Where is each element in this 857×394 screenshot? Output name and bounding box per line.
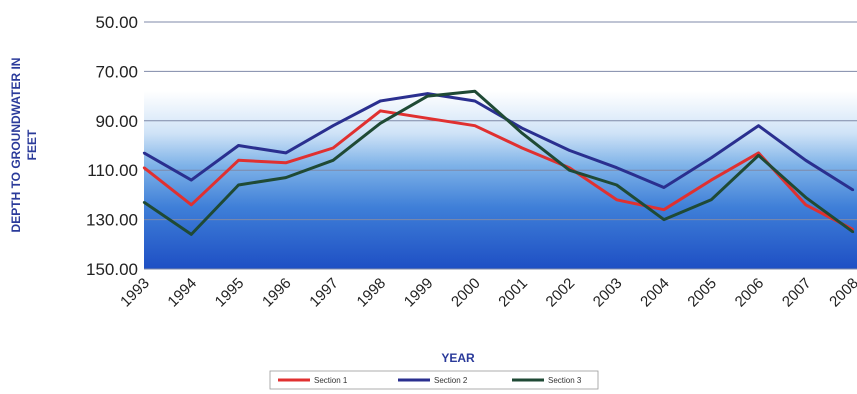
series-2-point: [568, 149, 571, 152]
series-3-point: [568, 169, 571, 172]
series-1-point: [804, 203, 807, 206]
x-axis-ticks: 1993 1994 1995 1996 1997 1998 1999 2000 2001 2002…: [117, 275, 857, 311]
series-1-point: [757, 151, 760, 155]
legend-label: Section 2: [434, 376, 468, 385]
y-axis-title-line-1: DEPTH TO GROUNDWATER IN: [9, 58, 23, 233]
series-1-point: [142, 166, 146, 169]
series-1-point: [331, 146, 335, 150]
series-1-point: [379, 109, 382, 113]
y-tick-label: 50.00: [95, 13, 138, 32]
series-1-point: [190, 203, 193, 206]
series-2-point: [851, 188, 855, 192]
series-line-3: [143, 89, 854, 236]
y-tick-label: 90.00: [95, 112, 138, 131]
series-2-point: [331, 124, 335, 127]
series-2-point: [662, 186, 666, 189]
series-2-point: [190, 178, 193, 182]
plot-area: [144, 22, 857, 269]
x-tick-label: 2007: [779, 275, 815, 311]
series-2-point: [520, 127, 524, 130]
series-3-point: [615, 183, 618, 187]
series-1-point: [662, 208, 666, 211]
x-tick-label: 2000: [448, 275, 484, 311]
x-tick-label: 1996: [259, 275, 295, 311]
series-2-point: [615, 166, 618, 169]
x-tick-label: 2002: [543, 275, 579, 311]
x-tick-label: 2003: [590, 275, 626, 311]
x-tick-label: 2001: [495, 275, 531, 311]
series-1-point: [473, 124, 477, 127]
series-2-point: [757, 124, 760, 127]
series-3-point: [237, 183, 240, 187]
x-tick-label: 2004: [637, 275, 673, 311]
x-tick-label: 2008: [826, 275, 857, 311]
series-3-point: [804, 196, 807, 199]
series-3-point: [662, 218, 666, 221]
x-tick-label: 1994: [164, 275, 200, 311]
series-2-point: [237, 144, 240, 147]
series-3-point: [426, 94, 429, 98]
y-tick-label: 110.00: [87, 161, 138, 180]
series-2-point: [473, 99, 477, 103]
series-2-point: [142, 151, 146, 155]
series-1-point: [615, 198, 618, 202]
y-axis-title-line-2: FEET: [25, 129, 39, 160]
series-lines: [142, 89, 855, 236]
y-tick-label: 70.00: [95, 62, 138, 81]
series-2-point: [379, 99, 382, 103]
x-tick-label: 2006: [732, 275, 768, 311]
x-tick-label: 1997: [306, 275, 342, 311]
series-line-2: [143, 92, 854, 192]
x-tick-label: 1995: [212, 275, 248, 311]
legend: Section 1 Section 2 Section 3: [269, 370, 599, 390]
legend-label: Section 1: [314, 376, 348, 385]
series-3-point: [331, 159, 335, 162]
series-3-point: [851, 230, 855, 234]
gridlines: [144, 21, 857, 270]
series-line-1: [143, 109, 854, 231]
y-tick-label: 130.00: [86, 211, 138, 230]
series-3-point: [142, 201, 146, 204]
series-2-point: [284, 151, 287, 155]
series-3-point: [520, 131, 524, 135]
series-3-point: [284, 176, 287, 179]
series-3-point: [379, 122, 382, 125]
series-1-point: [520, 146, 524, 150]
series-1-point: [426, 117, 429, 120]
series-1-point: [710, 178, 713, 182]
x-axis-title: YEAR: [441, 351, 475, 365]
series-3-point: [757, 154, 760, 157]
legend-label: Section 3: [548, 376, 582, 385]
series-2-point: [426, 92, 429, 95]
x-tick-label: 1999: [401, 275, 437, 311]
series-3-point: [710, 198, 713, 202]
series-3-point: [473, 89, 477, 93]
x-tick-label: 2005: [684, 275, 720, 311]
series-2-point: [710, 156, 713, 160]
y-axis-ticks: 50.00 70.00 90.00 110.00 130.00 150.00: [86, 13, 138, 279]
x-tick-label: 1993: [117, 275, 153, 311]
series-1-point: [237, 159, 240, 162]
series-1-point: [284, 161, 287, 164]
x-tick-label: 1998: [354, 275, 390, 311]
y-tick-label: 150.00: [86, 260, 138, 279]
series-2-point: [804, 159, 807, 162]
series-3-point: [190, 233, 193, 236]
legend-box: [269, 370, 599, 390]
